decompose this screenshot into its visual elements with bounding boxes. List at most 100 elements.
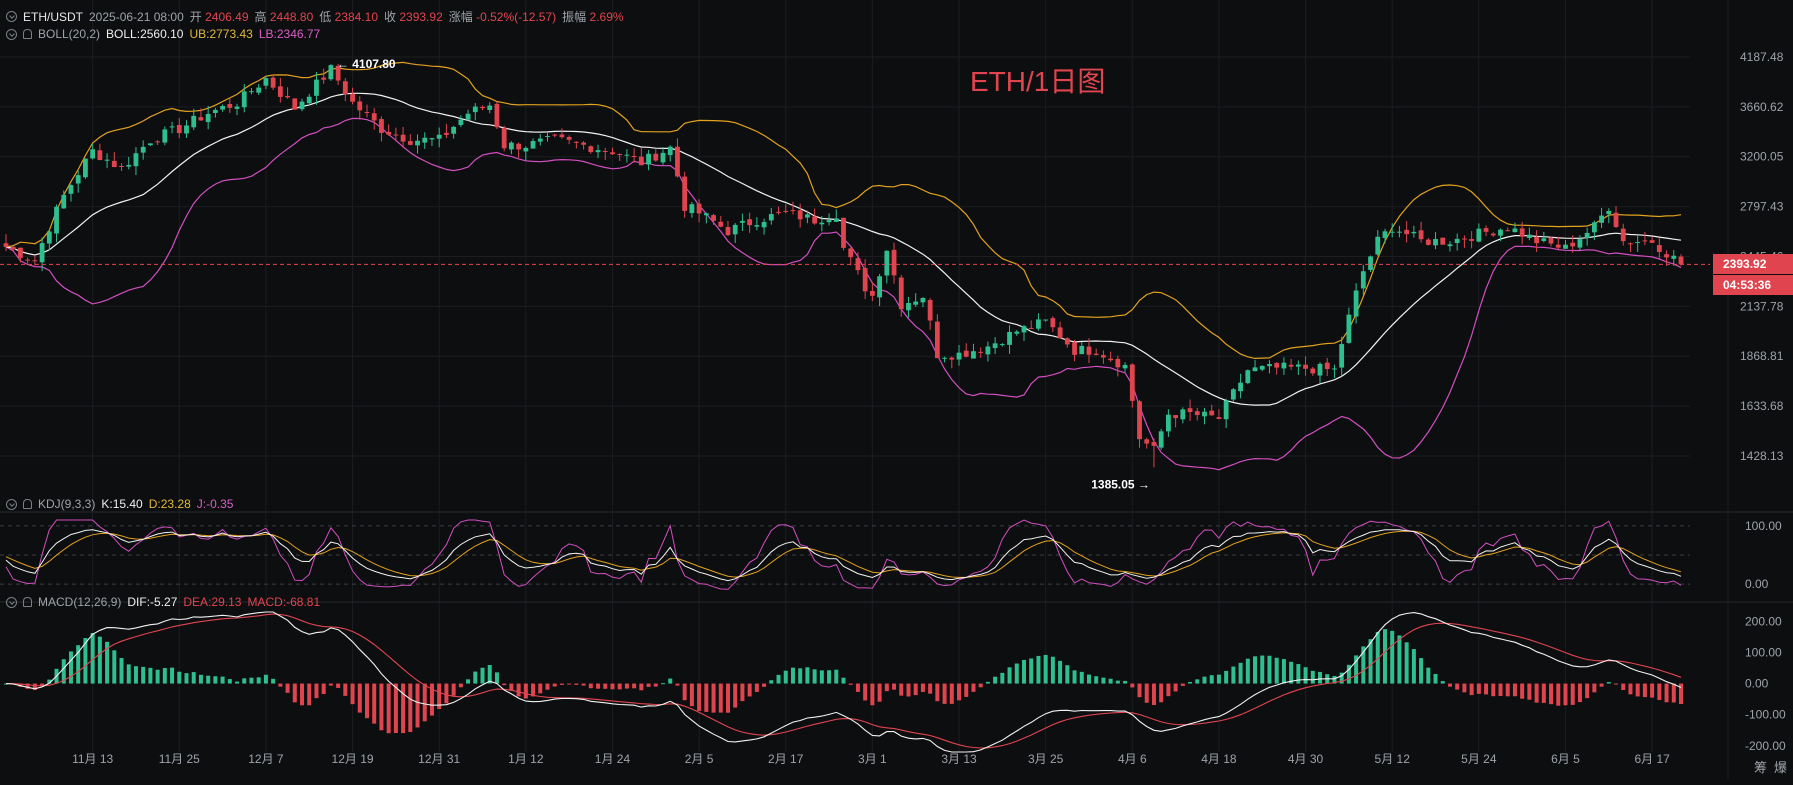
macd-histogram-bar [531, 683, 536, 697]
candle [256, 83, 262, 95]
macd-tick-label: 100.00 [1745, 645, 1782, 659]
candle-body [949, 357, 955, 360]
macd-histogram-bar [1231, 666, 1236, 684]
candle-body [1563, 244, 1568, 249]
macd-tick-label: -100.00 [1745, 708, 1786, 722]
price-tick-label: 1428.13 [1740, 449, 1784, 463]
candle-body [104, 159, 110, 161]
candle [675, 138, 680, 178]
chips-button[interactable]: 筹 [1753, 760, 1767, 775]
macd-histogram-bar [848, 683, 853, 685]
candle [494, 101, 500, 130]
time-tick-label: 4月 18 [1201, 752, 1237, 766]
macd-histogram-bar [292, 683, 297, 703]
macd-histogram-bar [1058, 660, 1063, 684]
time-tick-label: 1月 12 [508, 752, 544, 766]
macd-histogram-bar [906, 683, 911, 697]
candle [819, 216, 825, 232]
candle-body [898, 277, 904, 310]
candle-body [1483, 228, 1489, 232]
macd-histogram-bar [769, 680, 774, 684]
candle-body [718, 221, 724, 227]
macd-histogram-bar [1029, 658, 1034, 684]
candle-body [1584, 232, 1590, 239]
candle [90, 144, 96, 160]
macd-histogram-bar [516, 683, 521, 697]
candle [1555, 236, 1561, 250]
macd-histogram-bar [162, 668, 167, 684]
macd-histogram-bar [596, 683, 601, 689]
candle-body [1620, 228, 1626, 242]
liquidation-button[interactable]: 爆 [1773, 760, 1787, 775]
kdj-panel [0, 519, 1690, 590]
macd-histogram-bar [487, 664, 492, 684]
macd-histogram-bar [1332, 675, 1337, 684]
candle-body [978, 351, 984, 353]
macd-name[interactable]: MACD(12,26,9) [38, 595, 122, 609]
candle-body [465, 113, 471, 120]
candle [1151, 438, 1157, 468]
candle-body [1274, 363, 1280, 368]
macd-histogram-bar [300, 683, 305, 706]
macd-histogram-bar [1310, 670, 1315, 684]
alert-bell-icon[interactable] [23, 499, 32, 509]
candle [833, 209, 839, 223]
candle [1194, 407, 1200, 421]
macd-histogram-bar [1000, 672, 1005, 684]
candle [1173, 415, 1179, 428]
macd-histogram-bar [819, 670, 824, 684]
macd-histogram-bar [1491, 683, 1496, 697]
candle [328, 64, 334, 81]
collapse-icon[interactable] [6, 498, 17, 510]
candle [1028, 320, 1034, 329]
macd-histogram-bar [1036, 655, 1041, 684]
collapse-icon[interactable] [6, 11, 17, 22]
boll-name[interactable]: BOLL(20,2) [38, 27, 101, 41]
candle-body [1187, 408, 1193, 413]
candle-body [1440, 237, 1446, 245]
candle [999, 343, 1005, 347]
macd-histogram-bar [97, 636, 102, 684]
macd-histogram-bar [754, 683, 759, 692]
candle-body [256, 87, 262, 93]
candle-body [1230, 389, 1236, 400]
candle [1570, 235, 1576, 253]
candle [963, 343, 969, 358]
kdj-k-value: K:15.40 [101, 497, 143, 511]
candle [46, 230, 52, 251]
candle [104, 153, 110, 169]
alert-bell-icon[interactable] [23, 29, 32, 39]
kdj-j-line [5, 519, 1682, 590]
candle-body [826, 219, 832, 223]
candle-body [927, 299, 933, 321]
countdown-tag: 04:53:36 [1713, 275, 1793, 295]
macd-histogram-bar [509, 683, 514, 691]
candle-body [32, 260, 38, 262]
kdj-name[interactable]: KDJ(9,3,3) [38, 497, 96, 511]
candle [1526, 227, 1532, 241]
candle [1252, 359, 1258, 372]
macd-tick-label: 200.00 [1745, 614, 1782, 628]
candle-body [241, 91, 247, 108]
macd-histogram-bar [1224, 670, 1229, 684]
macd-histogram-bar [834, 669, 839, 684]
open-value: 2406.49 [205, 10, 249, 24]
macd-histogram-bar [1375, 631, 1380, 684]
candle-body [205, 113, 211, 123]
candle-body [1086, 346, 1092, 355]
candle [444, 123, 449, 139]
candle-body [111, 160, 117, 168]
candle-body [140, 146, 146, 153]
alert-bell-icon[interactable] [23, 597, 32, 607]
candle [54, 204, 59, 243]
candle-body [711, 215, 716, 221]
collapse-icon[interactable] [6, 596, 17, 608]
candle [407, 134, 413, 146]
candle [588, 145, 594, 154]
collapse-icon[interactable] [6, 28, 17, 40]
candle-body [812, 216, 818, 224]
macd-histogram-bar [552, 683, 557, 687]
pair-label[interactable]: ETH/USDT [23, 9, 83, 24]
